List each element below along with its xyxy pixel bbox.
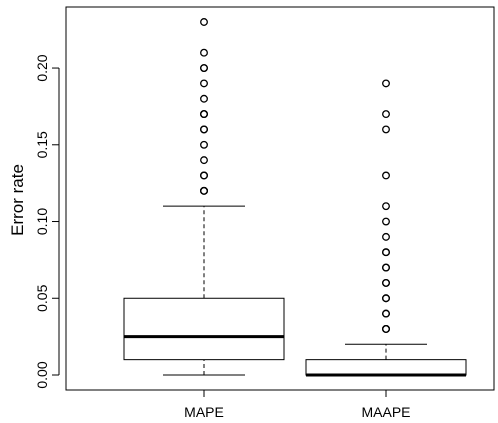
outlier-point — [382, 110, 390, 119]
y-axis: 0.00 0.05 0.10 0.15 0.20 — [34, 54, 60, 389]
box-maape — [305, 79, 467, 377]
outlier-point — [200, 156, 208, 165]
outlier-point — [200, 186, 208, 195]
box-mape — [123, 18, 285, 376]
iqr-box — [305, 359, 467, 376]
outlier-point — [200, 110, 208, 119]
outlier-point — [382, 217, 390, 226]
outlier-point — [200, 171, 208, 180]
x-tick-label: MAPE — [184, 404, 224, 420]
outlier-point — [200, 48, 208, 57]
outlier-point — [382, 171, 390, 180]
outlier-point — [382, 79, 390, 88]
y-tick-label: 0.20 — [34, 54, 50, 81]
x-tick-label: MAAPE — [361, 404, 410, 420]
outlier-point — [382, 294, 390, 303]
outlier-point — [200, 94, 208, 103]
y-tick-label: 0.15 — [34, 131, 50, 158]
outlier-point — [382, 325, 390, 333]
outlier-point — [382, 202, 390, 211]
x-axis: MAPE MAAPE — [184, 389, 411, 420]
outlier-point — [382, 263, 390, 272]
outlier-point — [382, 125, 390, 134]
y-tick-label: 0.10 — [34, 208, 50, 235]
boxes-layer — [123, 18, 467, 377]
outlier-point — [200, 79, 208, 88]
outlier-point — [200, 64, 208, 72]
y-tick-label: 0.05 — [34, 284, 50, 311]
outlier-point — [200, 125, 208, 134]
iqr-box — [123, 297, 285, 361]
outlier-point — [382, 232, 390, 241]
outlier-point — [382, 278, 390, 287]
outlier-point — [382, 309, 390, 318]
y-axis-label: Error rate — [8, 164, 27, 236]
outlier-point — [200, 18, 208, 26]
outlier-point — [382, 248, 390, 257]
y-tick-label: 0.00 — [34, 361, 50, 388]
outlier-point — [200, 140, 208, 149]
